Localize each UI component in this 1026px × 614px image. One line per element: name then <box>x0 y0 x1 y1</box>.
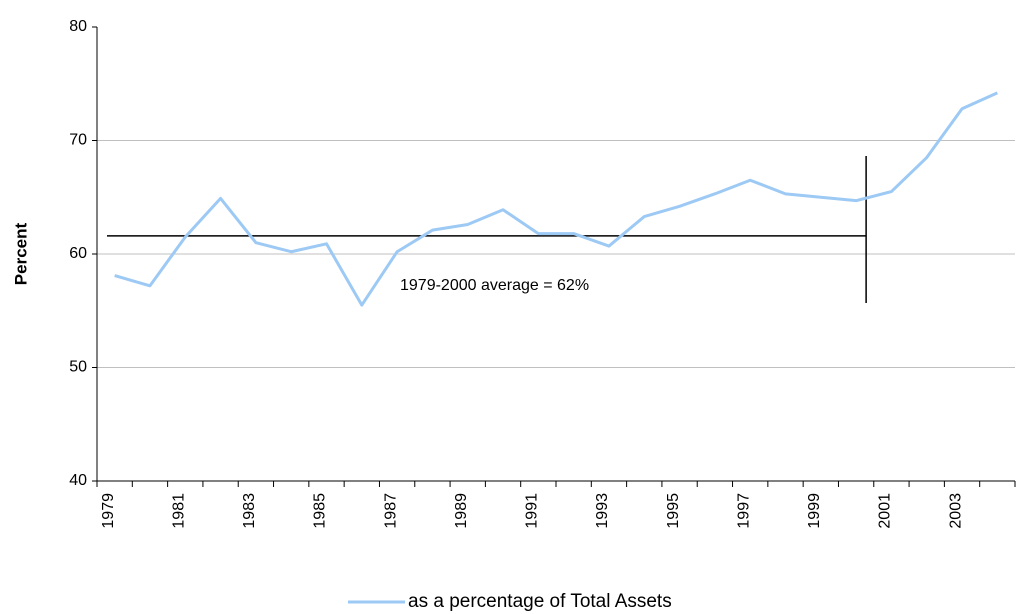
y-tick-label: 80 <box>69 18 87 35</box>
x-tick-label: 1983 <box>241 493 258 529</box>
x-tick-label: 1991 <box>524 493 541 529</box>
annotation: 1979-2000 average = 62% <box>400 277 589 294</box>
y-tick-label: 70 <box>69 132 87 149</box>
x-tick-label: 1993 <box>594 493 611 529</box>
x-tick-label: 1995 <box>665 493 682 529</box>
legend-label: as a percentage of Total Assets <box>408 591 672 612</box>
x-tick-label: 2001 <box>877 493 894 529</box>
x-tick-label: 1985 <box>312 493 329 529</box>
y-tick-label: 60 <box>69 245 87 262</box>
x-tick-label: 1999 <box>806 493 823 529</box>
x-tick-label: 1979 <box>100 493 117 529</box>
x-tick-label: 2003 <box>947 493 964 529</box>
x-tick-label: 1981 <box>170 493 187 529</box>
y-axis-label: Percent <box>11 222 30 285</box>
y-tick-label: 40 <box>69 472 87 489</box>
x-tick-label: 1997 <box>735 493 752 529</box>
x-tick-label: 1989 <box>453 493 470 529</box>
y-tick-label: 50 <box>69 359 87 376</box>
series-line <box>114 91 998 307</box>
x-tick-label: 1987 <box>382 493 399 529</box>
